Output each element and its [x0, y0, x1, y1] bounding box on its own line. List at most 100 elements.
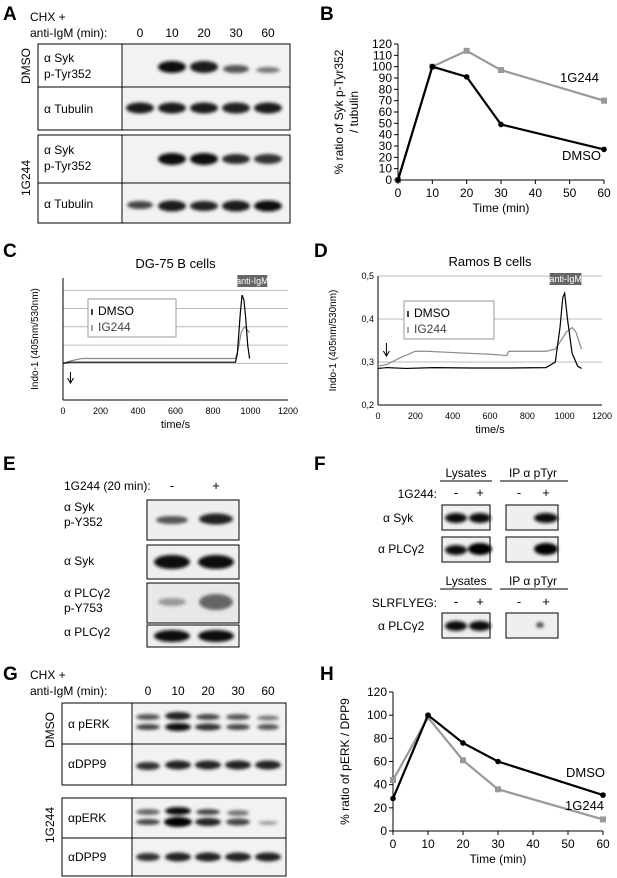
y-tick-label: 0	[380, 824, 387, 838]
data-point-dmso	[495, 758, 501, 765]
data-point-dmso	[463, 74, 470, 80]
x-tick-label: 600	[482, 411, 497, 421]
data-point-1g244	[498, 67, 504, 74]
blot-a-treatment-line1: CHX +	[30, 10, 66, 24]
panel-a: A CHX + anti-IgM (min): 0 10 20 30 60 DM…	[3, 4, 291, 224]
y-tick-label: 110	[373, 48, 392, 62]
panel-d: D Ramos B cells 0 200 400 600 800 1000 1200 time…	[314, 241, 612, 436]
row-label-syk: α Syk	[44, 51, 75, 65]
series-line-dmso	[62, 294, 251, 364]
series-line-ig244	[62, 325, 251, 364]
x-tick-label: 0	[390, 837, 397, 851]
y-tick-label: 40	[379, 128, 393, 142]
series-line-dmso	[377, 290, 582, 370]
blot-a-timepoint: 60	[261, 26, 275, 40]
blot-f-lysates-header: Lysates	[446, 466, 487, 480]
blot-a-1g244-syk-bands	[158, 153, 282, 165]
x-tick-label: 60	[597, 186, 611, 200]
data-point-1g244	[601, 97, 607, 104]
blot-f-sign: +	[476, 594, 484, 609]
blot-e-treatment: 1G244 (20 min):	[64, 479, 151, 493]
blot-e-sign-plus: +	[212, 478, 220, 493]
legend-label: DMSO	[414, 306, 450, 320]
panel-label-h: H	[320, 664, 334, 685]
panel-label-f: F	[314, 454, 326, 475]
group-label-1g244: 1G244	[43, 807, 57, 843]
x-tick-label: 800	[205, 406, 220, 416]
blot-f-lysates-header: Lysates	[446, 574, 487, 588]
x-tick-label: 1200	[278, 406, 298, 416]
row-label-syk-ptyr: p-Tyr352	[44, 159, 92, 173]
data-point-dmso	[600, 792, 606, 798]
blot-a-timepoint: 0	[137, 26, 144, 40]
y-tick-label: 120	[367, 685, 387, 699]
group-label-1g244: 1G244	[19, 160, 33, 196]
panel-g: G CHX + anti-IgM (min): 0 10 20 30 60 DM…	[3, 664, 287, 877]
blot-a-dmso-tubulin-bands	[126, 102, 282, 114]
x-tick-label: 0	[375, 411, 380, 421]
y-tick-label: 100	[367, 708, 387, 722]
y-tick-label: 40	[374, 778, 388, 792]
x-axis-label: time/s	[475, 424, 505, 436]
blot-a-timepoint: 10	[165, 26, 179, 40]
x-tick-label: 1200	[592, 411, 612, 421]
stimulus-bar	[237, 275, 268, 287]
x-tick-label: 20	[456, 837, 470, 851]
blot-f-treatment-bottom: SLRFLYEG:	[372, 596, 437, 610]
x-tick-label: 400	[445, 411, 460, 421]
series-label-dmso: DMSO	[562, 148, 601, 163]
data-point-dmso	[395, 177, 401, 183]
y-tick-label: 120	[372, 37, 392, 51]
data-point-1g244	[460, 757, 466, 764]
y-axis-label: % ratio of pERK / DPP9	[338, 698, 352, 825]
blot-a-treatment-line2: anti-IgM (min):	[30, 26, 107, 40]
x-tick-label: 200	[408, 411, 423, 421]
chart-title: DG-75 B cells	[135, 256, 216, 271]
x-axis-label: Time (min)	[470, 852, 527, 866]
blot-f-treatment-top: 1G244:	[398, 487, 437, 501]
blot-g-treatment-line2: anti-IgM (min):	[30, 684, 107, 698]
data-point-dmso	[390, 795, 396, 802]
blot-f-sign: -	[517, 594, 521, 609]
blot-a-1g244-tubulin-bands	[127, 200, 282, 212]
blot-g-treatment-line1: CHX +	[30, 668, 66, 682]
row-label-dpp9: αDPP9	[68, 757, 107, 771]
blot-f-sign: +	[542, 594, 550, 609]
legend-box	[87, 298, 177, 338]
legend-label: IG244	[98, 320, 131, 334]
x-axis-label: Time (min)	[473, 201, 530, 215]
data-point-1g244	[390, 777, 396, 784]
y-tick-label: 0	[385, 173, 392, 187]
y-tick-label: 80	[379, 82, 393, 96]
row-label-plcg2: α PLCγ2	[378, 619, 425, 633]
blot-a-timepoint: 30	[229, 26, 243, 40]
legend-box	[403, 300, 495, 340]
legend-label: IG244	[414, 322, 447, 336]
group-label-dmso: DMSO	[19, 48, 33, 84]
x-tick-label: 1000	[555, 411, 575, 421]
row-label-tubulin: α Tubulin	[44, 197, 93, 211]
blot-f-bands	[445, 513, 558, 631]
data-point-1g244	[463, 47, 470, 54]
panel-label-e: E	[3, 454, 16, 475]
panel-label-g: G	[3, 664, 18, 685]
panel-e: E 1G244 (20 min): - + α Syk p-Y352 α Syk…	[3, 454, 240, 648]
y-axis-label: / tubulin	[347, 91, 361, 133]
data-point-dmso	[498, 121, 504, 128]
row-label-tubulin: α Tubulin	[44, 102, 93, 116]
row-label-syk-ptyr: p-Tyr352	[44, 67, 92, 81]
y-axis-label: Indo-1 (405nm/530nm)	[30, 288, 41, 390]
x-tick-label: 40	[529, 186, 543, 200]
blot-f-sign: -	[454, 594, 458, 609]
panel-c: C DG-75 B cells 0 200 400 600 800 1000 1200 time…	[3, 241, 298, 431]
x-tick-label: 10	[426, 186, 440, 200]
y-tick-label: 0,4	[361, 314, 374, 324]
y-tick-label: 90	[379, 71, 393, 85]
x-tick-label: 30	[491, 837, 505, 851]
x-axis-label: time/s	[161, 419, 191, 431]
data-point-1g244	[495, 786, 501, 793]
y-tick-label: 10	[379, 162, 393, 176]
